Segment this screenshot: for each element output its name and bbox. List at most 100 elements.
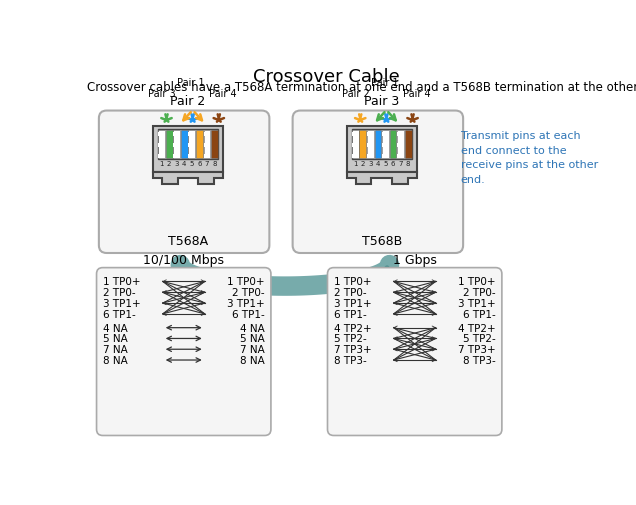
Bar	[188, 130, 195, 159]
Text: 4 TP2+: 4 TP2+	[458, 323, 495, 333]
Text: Crossover Cable: Crossover Cable	[252, 68, 399, 85]
Text: 4: 4	[376, 161, 380, 167]
Bar	[352, 155, 359, 159]
Text: 6 TP1-: 6 TP1-	[334, 309, 366, 319]
FancyBboxPatch shape	[97, 268, 271, 436]
Text: 4 NA: 4 NA	[240, 323, 265, 333]
Text: 5 TP2-: 5 TP2-	[334, 334, 366, 344]
Bar	[173, 144, 180, 147]
Bar	[352, 130, 412, 160]
Text: Transmit pins at each
end connect to the
receive pins at the other
end.: Transmit pins at each end connect to the…	[461, 130, 598, 185]
Bar	[173, 132, 180, 136]
Bar	[153, 127, 223, 173]
Bar	[196, 130, 203, 159]
Text: 5 NA: 5 NA	[103, 334, 127, 344]
Text: 6 TP1-: 6 TP1-	[103, 309, 135, 319]
Bar	[158, 144, 165, 147]
Text: 7 NA: 7 NA	[240, 344, 265, 355]
Bar	[204, 155, 211, 159]
Text: 1: 1	[353, 161, 357, 167]
Text: 1 TP0+: 1 TP0+	[458, 277, 495, 287]
Bar	[382, 132, 389, 136]
Text: 1 TP0+: 1 TP0+	[227, 277, 265, 287]
Polygon shape	[347, 173, 417, 185]
Bar	[352, 130, 359, 159]
Bar	[382, 144, 389, 147]
Bar	[367, 132, 374, 136]
Text: 1 TP0+: 1 TP0+	[334, 277, 371, 287]
Text: Pair 3: Pair 3	[148, 89, 176, 99]
Text: 5: 5	[190, 161, 194, 167]
Bar	[158, 130, 218, 160]
FancyBboxPatch shape	[293, 111, 463, 254]
FancyBboxPatch shape	[328, 268, 502, 436]
Bar	[398, 144, 404, 147]
Text: 10/100 Mbps: 10/100 Mbps	[143, 254, 225, 267]
Bar	[173, 130, 180, 159]
Polygon shape	[153, 173, 223, 185]
Bar	[382, 155, 389, 159]
Text: 2: 2	[361, 161, 365, 167]
Text: Pair 4: Pair 4	[403, 89, 431, 99]
Bar	[367, 155, 374, 159]
Bar	[404, 130, 411, 159]
Bar	[398, 132, 404, 136]
Bar	[158, 132, 165, 136]
Text: 4 TP2+: 4 TP2+	[334, 323, 371, 333]
Text: 7: 7	[398, 161, 403, 167]
Bar	[390, 130, 396, 159]
Bar	[181, 130, 188, 159]
Text: 6 TP1-: 6 TP1-	[232, 309, 265, 319]
Bar	[204, 144, 211, 147]
Text: 7 NA: 7 NA	[103, 344, 127, 355]
Bar	[359, 130, 366, 159]
FancyBboxPatch shape	[99, 111, 270, 254]
Text: 3 TP1+: 3 TP1+	[334, 298, 371, 309]
Text: Crossover cables have a T568A termination at one end and a T568B termination at : Crossover cables have a T568A terminatio…	[87, 81, 636, 93]
Text: Pair 1: Pair 1	[371, 78, 399, 88]
Bar	[367, 144, 374, 147]
Bar	[204, 132, 211, 136]
Bar	[347, 127, 417, 173]
Bar	[158, 130, 165, 159]
Bar	[367, 130, 374, 159]
Text: 8 TP3-: 8 TP3-	[334, 356, 366, 365]
Text: Pair 3: Pair 3	[364, 94, 399, 108]
Bar	[211, 130, 218, 159]
Text: 3: 3	[174, 161, 179, 167]
Text: 3 TP1+: 3 TP1+	[103, 298, 141, 309]
Bar	[188, 132, 195, 136]
Text: 6: 6	[197, 161, 202, 167]
Bar	[188, 155, 195, 159]
Text: Pair 4: Pair 4	[209, 89, 237, 99]
Bar	[398, 155, 404, 159]
Text: 5 NA: 5 NA	[240, 334, 265, 344]
Text: 2 TP0-: 2 TP0-	[232, 288, 265, 297]
Text: 8: 8	[406, 161, 410, 167]
Text: 7 TP3+: 7 TP3+	[458, 344, 495, 355]
Text: 1 Gbps: 1 Gbps	[393, 254, 437, 267]
Text: 6: 6	[391, 161, 396, 167]
Text: 8 NA: 8 NA	[240, 356, 265, 365]
Text: 5: 5	[384, 161, 388, 167]
Text: 8: 8	[212, 161, 217, 167]
Text: Pair 2: Pair 2	[342, 89, 370, 99]
Text: 8 TP3-: 8 TP3-	[463, 356, 495, 365]
Text: T568B: T568B	[362, 234, 402, 247]
Text: Pair 2: Pair 2	[170, 94, 205, 108]
Bar	[398, 130, 404, 159]
Bar	[375, 130, 382, 159]
Bar	[382, 130, 389, 159]
Text: 7: 7	[205, 161, 209, 167]
Text: 7 TP3+: 7 TP3+	[334, 344, 371, 355]
Bar	[352, 144, 359, 147]
Text: 2 TP0-: 2 TP0-	[334, 288, 366, 297]
Text: 3 TP1+: 3 TP1+	[227, 298, 265, 309]
Text: 8 NA: 8 NA	[103, 356, 127, 365]
Bar	[173, 155, 180, 159]
Bar	[166, 130, 172, 159]
Text: 2 TP0-: 2 TP0-	[103, 288, 135, 297]
Text: 5 TP2-: 5 TP2-	[463, 334, 495, 344]
Text: 1 TP0+: 1 TP0+	[103, 277, 141, 287]
Text: 6 TP1-: 6 TP1-	[463, 309, 495, 319]
